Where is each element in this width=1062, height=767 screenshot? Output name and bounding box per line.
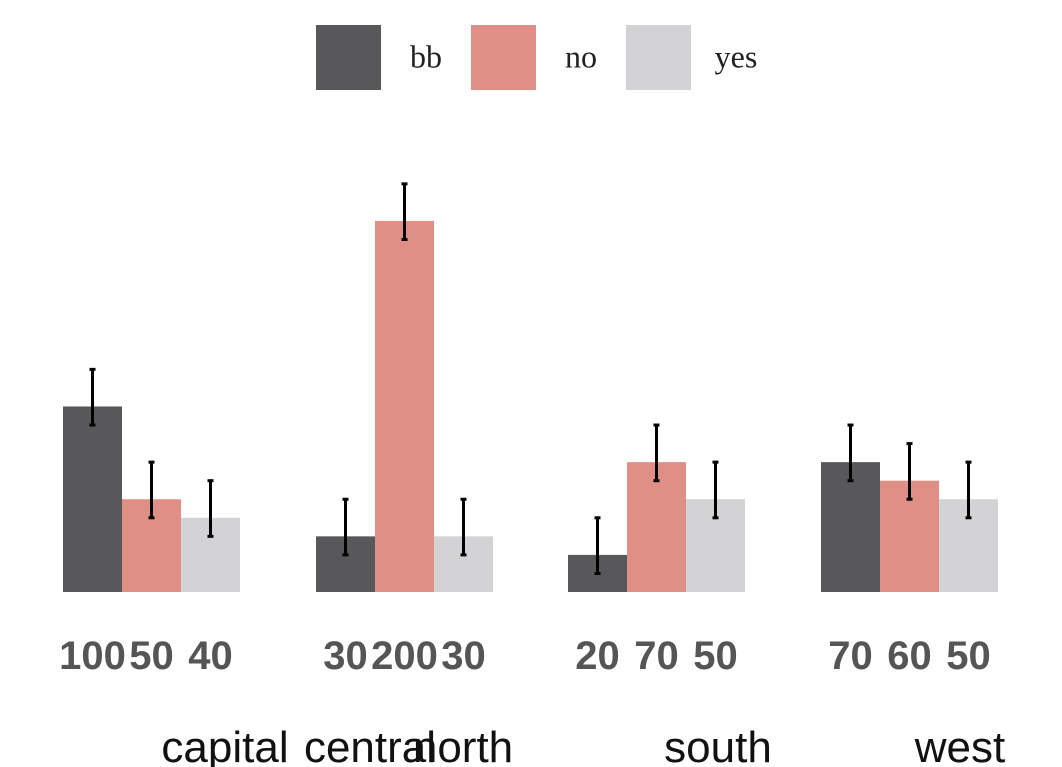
value-label: 60	[887, 634, 932, 678]
x-tick-label: capital	[161, 723, 288, 767]
value-label: 30	[441, 634, 486, 678]
legend-label: yes	[715, 38, 758, 74]
legend-swatch	[316, 25, 381, 90]
x-tick-label: north	[413, 723, 513, 767]
legend-swatch	[471, 25, 536, 90]
value-label: 20	[575, 634, 620, 678]
bar	[821, 462, 880, 592]
bar	[63, 406, 122, 592]
value-label: 200	[371, 634, 438, 678]
value-label: 50	[129, 634, 174, 678]
value-label: 70	[828, 634, 873, 678]
value-label: 70	[634, 634, 679, 678]
value-label: 100	[59, 634, 126, 678]
legend-label: bb	[410, 38, 442, 74]
x-tick-label: west	[914, 723, 1005, 767]
value-label: 50	[693, 634, 738, 678]
legend-label: no	[565, 38, 597, 74]
value-label: 30	[323, 634, 368, 678]
bar	[627, 462, 686, 592]
x-tick-label: central	[304, 723, 436, 767]
bar	[375, 220, 434, 592]
value-label: 50	[946, 634, 991, 678]
legend-swatch	[626, 25, 691, 90]
value-label: 40	[188, 634, 233, 678]
x-tick-label: south	[664, 723, 772, 767]
